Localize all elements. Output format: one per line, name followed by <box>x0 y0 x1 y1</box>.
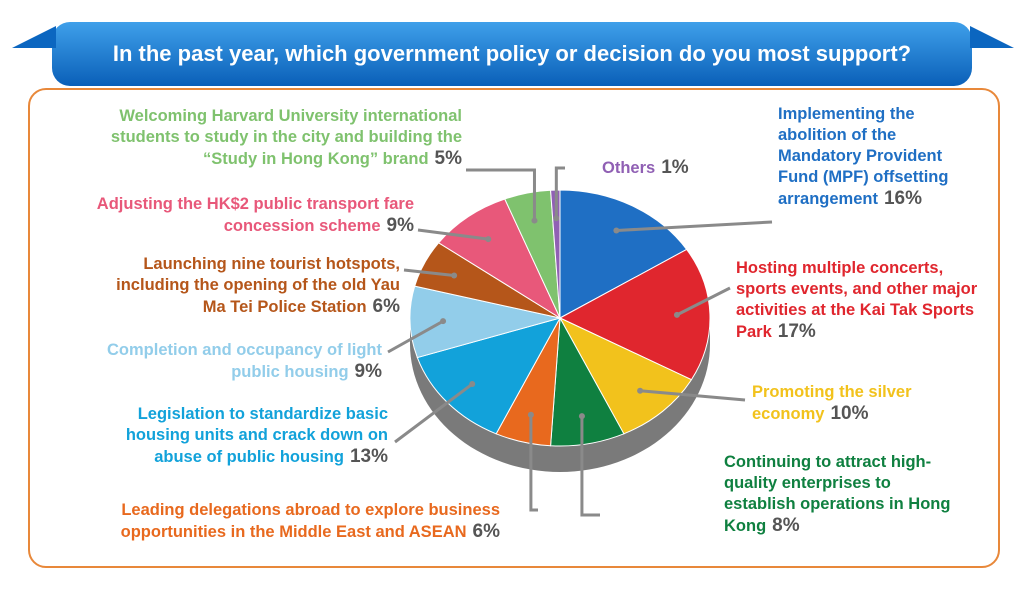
leader-dot <box>613 227 620 234</box>
slice-label: Legislation to standardize basic housing… <box>88 404 388 468</box>
slice-label: Launching nine tourist hotspots, includi… <box>100 254 400 318</box>
slice-label: Adjusting the HK$2 public transport fare… <box>54 194 414 237</box>
leader-line <box>580 416 600 517</box>
slice-label: Hosting multiple concerts, sports events… <box>736 258 998 343</box>
value-label: 10% <box>830 403 869 424</box>
leader-line <box>466 168 536 221</box>
ribbon <box>970 26 1014 48</box>
leader-dot <box>469 381 476 388</box>
pie-slice <box>409 285 561 359</box>
category-label: Launching nine tourist hotspots, includi… <box>116 255 400 316</box>
value-label: 9% <box>386 215 414 236</box>
value-label: 9% <box>354 361 382 382</box>
ribbon <box>12 26 56 48</box>
leader-dot <box>578 413 585 420</box>
leader-dot <box>553 215 560 222</box>
leader-dot <box>637 387 644 394</box>
pie-slice <box>559 189 688 319</box>
value-label: 6% <box>472 521 500 542</box>
category-label: Legislation to standardize basic housing… <box>125 405 388 466</box>
category-label: Adjusting the HK$2 public transport fare… <box>96 195 414 235</box>
slice-label: Implementing the abolition of the Mandat… <box>778 104 978 210</box>
leader-line <box>616 220 773 233</box>
category-label: Continuing to attract high-quality enter… <box>724 453 951 535</box>
leader-dot <box>485 236 492 243</box>
leader-line <box>676 286 731 317</box>
leader-line <box>394 382 474 444</box>
value-label: 8% <box>772 515 800 536</box>
category-label: Promoting the silver economy <box>752 383 912 423</box>
value-label: 6% <box>372 296 400 317</box>
slice-label: Welcoming Harvard University internation… <box>62 106 462 170</box>
leader-line <box>554 166 565 219</box>
value-label: 17% <box>777 321 816 342</box>
leader-dot <box>440 318 447 325</box>
leader-line <box>639 389 746 402</box>
category-label: Welcoming Harvard University internation… <box>110 107 462 168</box>
leader-dot <box>451 272 458 279</box>
slice-label: Promoting the silver economy 10% <box>752 382 942 425</box>
slice-label: Leading delegations abroad to explore bu… <box>60 500 500 543</box>
pie-slice <box>558 316 693 435</box>
chart-title: In the past year, which government polic… <box>112 41 912 66</box>
title-banner <box>52 22 972 86</box>
leader-line <box>403 268 455 277</box>
value-label: 13% <box>349 446 388 467</box>
category-label: Hosting multiple concerts, sports events… <box>736 259 978 341</box>
value-label: 16% <box>883 188 922 209</box>
leader-dot <box>673 311 680 318</box>
slice-label: Continuing to attract high-quality enter… <box>724 452 964 537</box>
slice-label: Others 1% <box>602 157 722 179</box>
leader-line <box>529 414 538 512</box>
slice-label: Completion and occupancy of light public… <box>62 340 382 383</box>
frame <box>28 88 1000 568</box>
leader-line <box>387 319 444 354</box>
leader-dot <box>531 217 538 224</box>
category-label: Others <box>602 159 656 177</box>
category-label: Completion and occupancy of light public… <box>106 341 382 381</box>
pie-slice <box>558 248 711 381</box>
value-label: 5% <box>434 148 462 169</box>
pie-slice <box>437 198 562 320</box>
category-label: Leading delegations abroad to explore bu… <box>120 501 500 541</box>
leader-line <box>417 228 489 241</box>
leader-dot <box>527 411 534 418</box>
category-label: Implementing the abolition of the Mandat… <box>778 105 949 208</box>
value-label: 1% <box>661 157 689 178</box>
